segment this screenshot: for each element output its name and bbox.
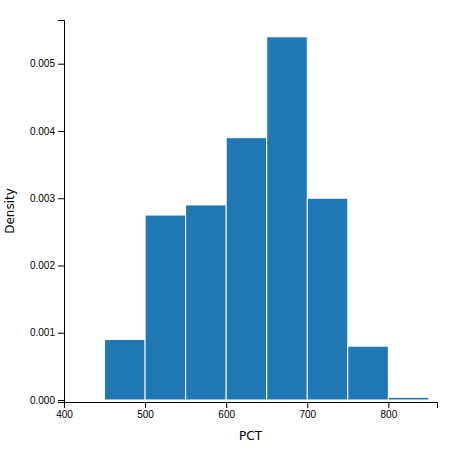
bars bbox=[105, 37, 429, 400]
tick-label: 0.000 bbox=[30, 395, 55, 406]
tick-mark bbox=[388, 402, 389, 408]
tick-label: 0.005 bbox=[30, 58, 55, 69]
tick: 600 bbox=[218, 402, 235, 420]
bar bbox=[105, 339, 146, 400]
plot: 400 500 600 700 800 0.000 0.001 0.002 0.003 0.004… bbox=[3, 21, 438, 444]
tick-mark bbox=[226, 402, 227, 408]
bar bbox=[145, 215, 186, 400]
tick-label: 0.003 bbox=[30, 193, 55, 204]
y-axis-title: Density bbox=[3, 188, 17, 234]
tick-label: 0.004 bbox=[30, 126, 55, 137]
tick: 500 bbox=[137, 402, 154, 420]
tick-mark bbox=[58, 265, 64, 266]
chart: 400 500 600 700 800 0.000 0.001 0.002 0.003 0.004… bbox=[0, 0, 459, 450]
tick-mark bbox=[58, 131, 64, 132]
y-axis: 0.000 0.001 0.002 0.003 0.004 0.005 bbox=[30, 21, 65, 406]
tick: 800 bbox=[381, 402, 398, 420]
tick-label: 400 bbox=[56, 409, 73, 420]
tick: 700 bbox=[299, 402, 316, 420]
tick-label: 800 bbox=[381, 409, 398, 420]
tick: 0.001 bbox=[30, 327, 64, 338]
tick: 0.005 bbox=[30, 58, 64, 69]
tick-label: 0.001 bbox=[30, 327, 55, 338]
tick-label: 700 bbox=[299, 409, 316, 420]
axis-line bbox=[65, 403, 438, 409]
tick-label: 600 bbox=[218, 409, 235, 420]
axis-line bbox=[58, 21, 65, 403]
tick: 0.003 bbox=[30, 193, 64, 204]
tick: 0.000 bbox=[30, 395, 64, 406]
tick-mark bbox=[58, 333, 64, 334]
bar bbox=[226, 138, 267, 400]
x-axis-title: PCT bbox=[239, 429, 263, 443]
bar bbox=[348, 346, 389, 400]
tick-mark bbox=[307, 402, 308, 408]
bar bbox=[388, 397, 429, 400]
tick: 400 bbox=[56, 402, 73, 420]
tick: 0.002 bbox=[30, 260, 64, 271]
bar bbox=[186, 205, 227, 400]
tick-mark bbox=[58, 400, 64, 401]
tick-mark bbox=[145, 402, 146, 408]
bar bbox=[307, 198, 348, 400]
tick-mark bbox=[58, 198, 64, 199]
tick: 0.004 bbox=[30, 126, 64, 137]
tick-label: 500 bbox=[137, 409, 154, 420]
bar bbox=[267, 37, 308, 400]
x-axis: 400 500 600 700 800 bbox=[56, 402, 437, 420]
tick-mark bbox=[58, 64, 64, 65]
tick-label: 0.002 bbox=[30, 260, 55, 271]
